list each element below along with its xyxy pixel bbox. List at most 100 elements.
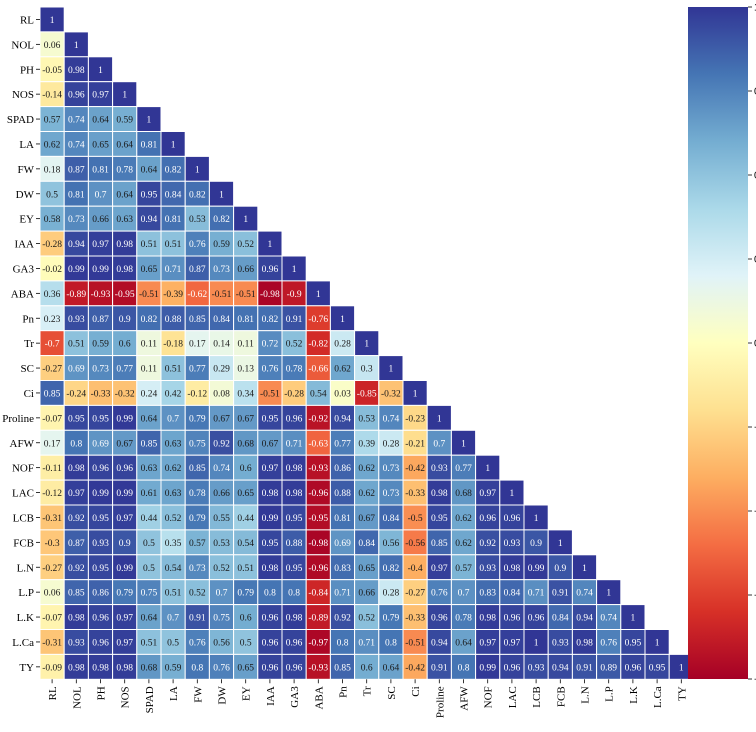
cell-value-label: 0.42 [165, 389, 182, 399]
cell-value-label: 0.76 [262, 365, 279, 375]
cell-value-label: 0.08 [213, 389, 230, 399]
heatmap-cell [547, 604, 573, 630]
cell-value-label: 0.8 [385, 638, 397, 648]
cell-value-label: 0.6 [361, 663, 373, 673]
cell-value-label: 0.99 [68, 265, 85, 275]
heatmap-cell [305, 479, 331, 506]
heatmap-cell [112, 81, 138, 108]
column-tick-label: ABA [313, 686, 325, 709]
cell-value-label: 0.64 [116, 140, 133, 150]
cell-value-label: 0.6 [240, 464, 252, 474]
heatmap-cell [208, 529, 235, 556]
cell-value-label: -0.07 [42, 414, 62, 424]
cell-value-label: -0.18 [163, 340, 183, 350]
heatmap-cell [136, 554, 162, 581]
cell-value-label: -0.98 [308, 539, 328, 549]
cell-value-label: 0.5 [46, 190, 58, 200]
cell-value-label: 0.74 [68, 140, 85, 150]
cell-value-label: 1 [340, 315, 345, 325]
heatmap-cell [305, 554, 331, 581]
heatmap-cell [136, 529, 162, 556]
cell-value-label: 0.67 [237, 414, 254, 424]
cell-value-label: 1 [389, 365, 394, 375]
cell-value-label: 0.76 [189, 240, 206, 250]
heatmap-cell [87, 280, 114, 307]
cell-value-label: 0.94 [141, 215, 158, 225]
cell-value-label: 0.92 [479, 539, 496, 549]
cell-value-label: 0.95 [286, 514, 303, 524]
heatmap-cell [39, 380, 65, 406]
heatmap-cell [208, 230, 235, 257]
colorbar-gradient [688, 7, 748, 679]
cell-value-label: 0.83 [479, 589, 496, 599]
cell-value-label: 0.94 [552, 663, 569, 673]
cell-value-label: 0.9 [554, 564, 566, 574]
cell-value-label: 0.96 [286, 414, 303, 424]
cell-value-label: 0.88 [165, 315, 182, 325]
cell-value-label: -0.5 [408, 514, 423, 524]
heatmap-cell [329, 330, 356, 357]
cell-value-label: 0.97 [479, 638, 496, 648]
cell-value-label: 0.96 [262, 663, 279, 673]
heatmap-cell [112, 255, 138, 282]
cell-value-label: 0.34 [237, 389, 254, 399]
cell-value-label: -0.09 [42, 663, 62, 673]
cell-value-label: 0.67 [213, 414, 230, 424]
cell-value-label: 0.44 [237, 514, 254, 524]
cell-value-label: 1 [147, 116, 152, 126]
cell-value-label: 0.69 [68, 365, 85, 375]
cell-value-label: 0.81 [334, 514, 351, 524]
heatmap-cell [233, 404, 259, 431]
cell-value-label: 0.95 [262, 414, 279, 424]
heatmap-cell [208, 629, 235, 655]
cell-value-label: 0.69 [92, 439, 109, 449]
heatmap-cell [402, 454, 428, 481]
cell-value-label: 0.95 [649, 663, 666, 673]
cell-value-label: -0.12 [187, 389, 207, 399]
heatmap-cell [39, 479, 65, 506]
row-tick-label: Proline [2, 413, 34, 425]
heatmap-cell [402, 380, 428, 406]
cell-value-label: 0.59 [92, 340, 109, 350]
heatmap-cell [233, 280, 259, 307]
cell-value-label: 0.06 [44, 589, 61, 599]
cell-value-label: 0.9 [530, 539, 542, 549]
cell-value-label: 0.53 [189, 215, 206, 225]
cell-value-label: 0.96 [504, 614, 521, 624]
heatmap-cell [378, 579, 404, 606]
cell-value-label: -0.28 [42, 240, 62, 250]
cell-value-label: 0.96 [479, 514, 496, 524]
heatmap-cell [305, 604, 331, 630]
heatmap-cell [329, 554, 356, 581]
heatmap-cell [305, 404, 331, 431]
cell-value-label: 0.64 [455, 638, 472, 648]
heatmap-cell [160, 579, 186, 606]
cell-value-label: 0.95 [431, 514, 448, 524]
cell-value-label: 0.82 [213, 215, 230, 225]
cell-value-label: -0.95 [308, 514, 328, 524]
column-tick-label: FCB [555, 686, 567, 707]
cell-value-label: 0.71 [358, 638, 375, 648]
cell-value-label: 0.95 [141, 190, 158, 200]
column-tick-label: LA [168, 686, 180, 701]
heatmap-cell [208, 380, 235, 406]
heatmap-cell [257, 230, 283, 257]
heatmap-cell [305, 504, 331, 531]
column-tick-label: Pn [338, 686, 350, 698]
heatmap-cell [208, 330, 235, 357]
cell-value-label: 0.68 [455, 489, 472, 499]
cell-value-label: 0.29 [213, 365, 230, 375]
heatmap-cell [87, 554, 114, 581]
row-tick-label: Pn [22, 313, 34, 325]
heatmap-cells: 1 0.06 1 -0.05 0.98 1 -0.14 0.96 0.97 1 0.57 0.74 0.… [39, 6, 694, 680]
cell-value-label: 0.76 [431, 589, 448, 599]
cell-value-label: 0.99 [92, 489, 109, 499]
heatmap-cell [160, 280, 186, 307]
heatmap-cell [87, 230, 114, 257]
heatmap-cell [354, 604, 380, 630]
cell-value-label: 0.51 [237, 564, 254, 574]
cell-value-label: 0.14 [213, 340, 230, 350]
cell-value-label: 1 [582, 564, 587, 574]
row-tick-label: SPAD [7, 114, 34, 126]
heatmap-cell [378, 355, 404, 382]
